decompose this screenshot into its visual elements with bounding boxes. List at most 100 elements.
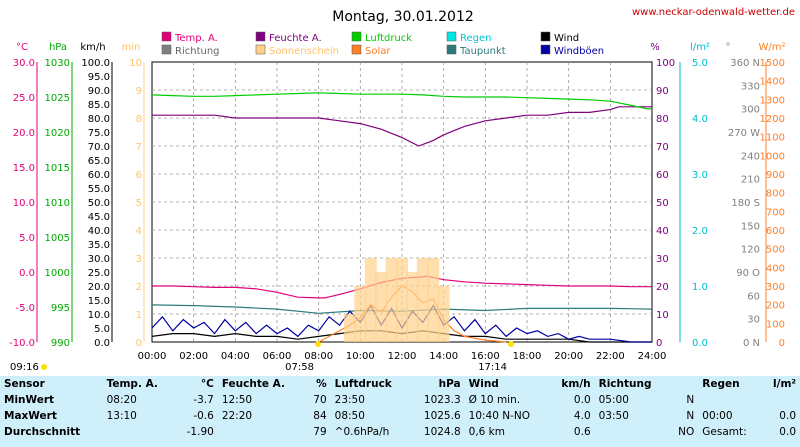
- axes: °C30.025.020.015.010.05.00.0-5.0-10.0hPa…: [9, 42, 785, 362]
- axis-tick-label: 0.0: [94, 338, 110, 349]
- table-cell: ^0.6hPa/h: [334, 426, 390, 438]
- series-feuchte-a-: [152, 106, 652, 147]
- moon-label: 09:16: [10, 362, 39, 373]
- sun-marks: 07:58 17:14 09:16: [10, 341, 515, 373]
- legend-swatch: [351, 31, 362, 42]
- grid: [152, 62, 652, 342]
- axis-tick-label: 330: [741, 81, 760, 92]
- table-cell: l/m²: [773, 378, 796, 390]
- table-cell: 79: [313, 426, 327, 438]
- axis-tick-label: 6: [136, 170, 142, 181]
- table-cell: [218, 424, 305, 440]
- axis-tick-label: 1200: [760, 114, 785, 125]
- axis-tick-label: 900: [766, 170, 785, 181]
- table-cell: 0.6: [573, 426, 591, 438]
- table-cell: Richtung: [598, 378, 652, 390]
- sunshine-bar: [396, 258, 408, 342]
- axis-tick-label: 30.0: [13, 58, 35, 69]
- wind-axis-unit: km/h: [80, 42, 105, 53]
- axis-tick-label: -10.0: [9, 338, 35, 349]
- table-cell: -3.7: [193, 394, 214, 406]
- table-cell: MinWert: [4, 394, 55, 406]
- axis-tick-label: 300: [766, 282, 785, 293]
- table-cell: 00:00: [702, 410, 733, 422]
- table-cell: MaxWert: [4, 410, 57, 422]
- axis-tick-label: 1400: [760, 77, 785, 88]
- axis-tick-label: 70: [656, 142, 669, 153]
- pressure-axis-unit: hPa: [49, 42, 67, 53]
- axis-tick-label: 2: [136, 282, 142, 293]
- axis-tick-label: 0: [656, 338, 662, 349]
- axis-tick-label: 270 W: [728, 128, 760, 139]
- moon-marker: [41, 364, 47, 370]
- axis-tick-label: 90: [656, 86, 669, 97]
- time-tick-label: 10:00: [346, 351, 375, 362]
- axis-tick-label: 1: [136, 310, 142, 321]
- sun-axis-unit: min: [122, 42, 141, 53]
- axis-tick-label: 210: [741, 175, 760, 186]
- table-cell: 1025.6: [423, 410, 461, 422]
- legend-label: Feuchte A.: [269, 33, 322, 44]
- legend-swatch: [255, 44, 266, 55]
- table-cell: Luftdruck: [334, 378, 392, 390]
- axis-tick-label: 360 N: [730, 58, 760, 69]
- axis-tick-label: 15.0: [88, 296, 110, 307]
- axis-tick-label: 90.0: [88, 86, 110, 97]
- legend-label: Taupunkt: [459, 46, 506, 57]
- axis-tick-label: 0 N: [743, 338, 760, 349]
- table-cell: 12:50: [221, 394, 253, 406]
- legend-swatch: [161, 44, 172, 55]
- axis-tick-label: 30: [747, 315, 760, 326]
- axis-tick-label: 150: [741, 221, 760, 232]
- table-cell: 1024.8: [423, 426, 461, 438]
- axis-tick-label: 5.0: [19, 233, 35, 244]
- legend-label: Temp. A.: [174, 33, 218, 44]
- site-url[interactable]: www.neckar-odenwald-wetter.de: [632, 7, 795, 18]
- table-cell: 22:20: [221, 410, 253, 422]
- axis-tick-label: 700: [766, 207, 785, 218]
- humidity-axis-unit: %: [650, 42, 660, 53]
- sunshine-bar: [427, 258, 440, 342]
- axis-tick-label: 5.0: [692, 58, 708, 69]
- axis-tick-label: 70.0: [88, 142, 110, 153]
- axis-tick-label: 0.0: [692, 338, 708, 349]
- axis-tick-label: 40: [656, 226, 669, 237]
- legend-swatch: [161, 31, 172, 42]
- table-cell: Temp. A.: [106, 378, 158, 390]
- axis-tick-label: 15.0: [13, 163, 35, 174]
- axis-tick-label: 100: [766, 319, 785, 330]
- sunshine-bar: [354, 286, 367, 342]
- axis-tick-label: 30: [656, 254, 669, 265]
- axis-tick-label: 1.0: [692, 282, 708, 293]
- axis-tick-label: 1015: [45, 163, 70, 174]
- sunshine-bar: [364, 258, 377, 342]
- table-cell: NO: [678, 426, 695, 438]
- table-cell: 70: [313, 394, 327, 406]
- legend-label: Solar: [365, 46, 391, 57]
- sunset-marker: [508, 341, 515, 347]
- axis-tick-label: 80: [656, 114, 669, 125]
- table-cell: [595, 424, 669, 440]
- axis-tick-label: 8: [136, 114, 142, 125]
- weather-chart: Montag, 30.01.2012 www.neckar-odenwald-w…: [9, 7, 795, 373]
- table-row: MaxWert 13:10 -0.6 22:20 84 08:50 1025.6 10:40 …: [0, 408, 800, 424]
- axis-tick-label: 300: [741, 105, 760, 116]
- axis-tick-label: 45.0: [88, 212, 110, 223]
- axis-tick-label: 0: [136, 338, 142, 349]
- time-tick-label: 08:00: [304, 351, 333, 362]
- legend: Temp. A. Richtung Feuchte A. Sonnenschein Lu…: [161, 31, 604, 57]
- sunshine-bar: [416, 258, 429, 342]
- axis-tick-label: 600: [766, 226, 785, 237]
- table-cell: 23:50: [334, 394, 365, 406]
- axis-tick-label: 500: [766, 245, 785, 256]
- table-cell: km/h: [561, 378, 591, 390]
- legend-label: Richtung: [175, 46, 220, 57]
- axis-tick-label: 990: [51, 338, 70, 349]
- table-cell: 08:50: [334, 410, 365, 422]
- axis-tick-label: 9: [136, 86, 142, 97]
- axis-tick-label: 30.0: [88, 254, 110, 265]
- table-cell: 08:20: [106, 394, 137, 406]
- table-cell: Ø 10 min.: [468, 394, 521, 406]
- series-layer: [151, 92, 653, 343]
- axis-tick-label: 1025: [45, 93, 70, 104]
